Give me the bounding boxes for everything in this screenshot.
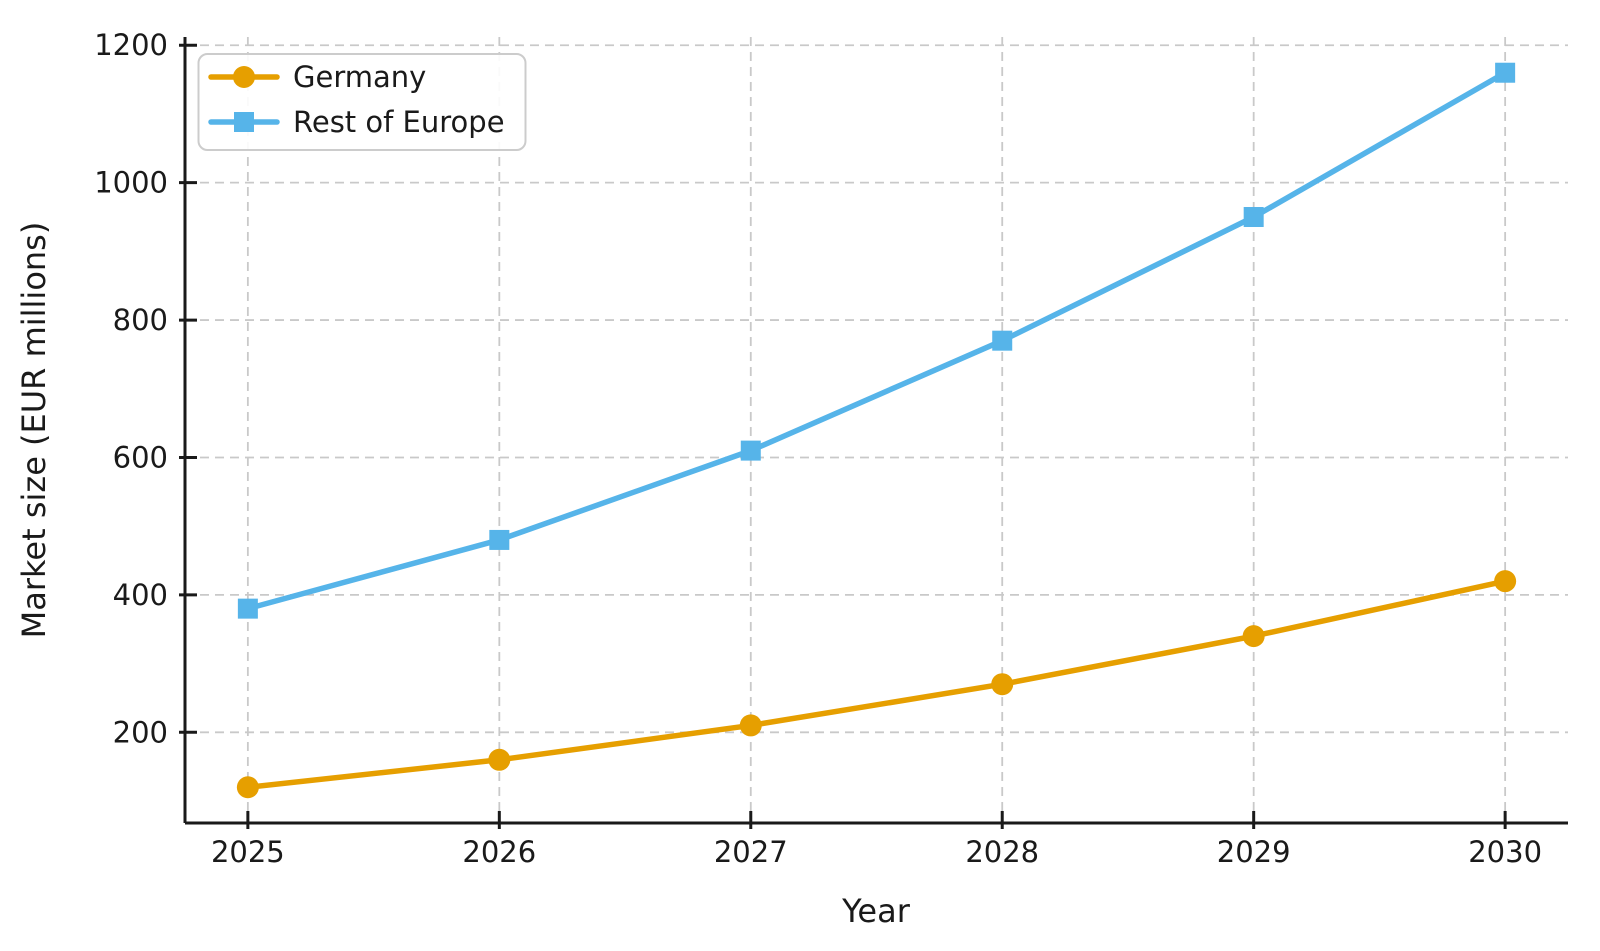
x-tick-label: 2026: [462, 835, 536, 869]
data-point-square: [1243, 207, 1264, 228]
y-tick-label: 600: [113, 440, 168, 474]
data-point-circle: [1494, 570, 1517, 593]
x-tick-label: 2029: [1217, 835, 1291, 869]
y-tick-label: 800: [113, 303, 168, 337]
data-point-circle: [739, 714, 762, 737]
legend-label: Germany: [293, 60, 426, 94]
legend-circle-marker-icon: [233, 66, 255, 88]
data-point-circle: [1242, 625, 1265, 648]
axes-spines: [183, 37, 1568, 825]
y-axis-label: Market size (EUR millions): [15, 222, 53, 639]
axis-ticks: [179, 43, 1507, 829]
data-point-circle: [991, 673, 1014, 696]
x-tick-label: 2027: [714, 835, 788, 869]
grid: [185, 37, 1568, 823]
x-tick-label: 2025: [211, 835, 285, 869]
data-point-square: [740, 440, 761, 461]
data-series: [236, 62, 1517, 799]
y-tick-label: 1200: [94, 28, 168, 62]
data-point-circle: [488, 748, 511, 771]
x-tick-label: 2028: [965, 835, 1039, 869]
legend-label: Rest of Europe: [293, 105, 505, 139]
series-line-germany: [245, 578, 1508, 791]
axis-tick-labels: 200 400 600 800 1000 1200 2025 2026 2027 2028 2029…: [94, 28, 1542, 869]
data-point-square: [237, 598, 258, 619]
data-point-square: [489, 529, 510, 550]
y-tick-label: 400: [113, 578, 168, 612]
data-point-square: [1495, 62, 1516, 83]
y-tick-label: 200: [113, 715, 168, 749]
x-tick-label: 2030: [1468, 835, 1542, 869]
y-tick-label: 1000: [94, 166, 168, 200]
data-point-circle: [236, 776, 259, 799]
legend-square-marker-icon: [234, 112, 254, 132]
data-point-square: [992, 330, 1013, 351]
legend-box: [197, 53, 527, 151]
x-axis-label: Year: [841, 892, 911, 930]
series-line-rest-of-europe: [245, 69, 1508, 612]
legend: Germany Rest of Europe: [197, 53, 527, 151]
